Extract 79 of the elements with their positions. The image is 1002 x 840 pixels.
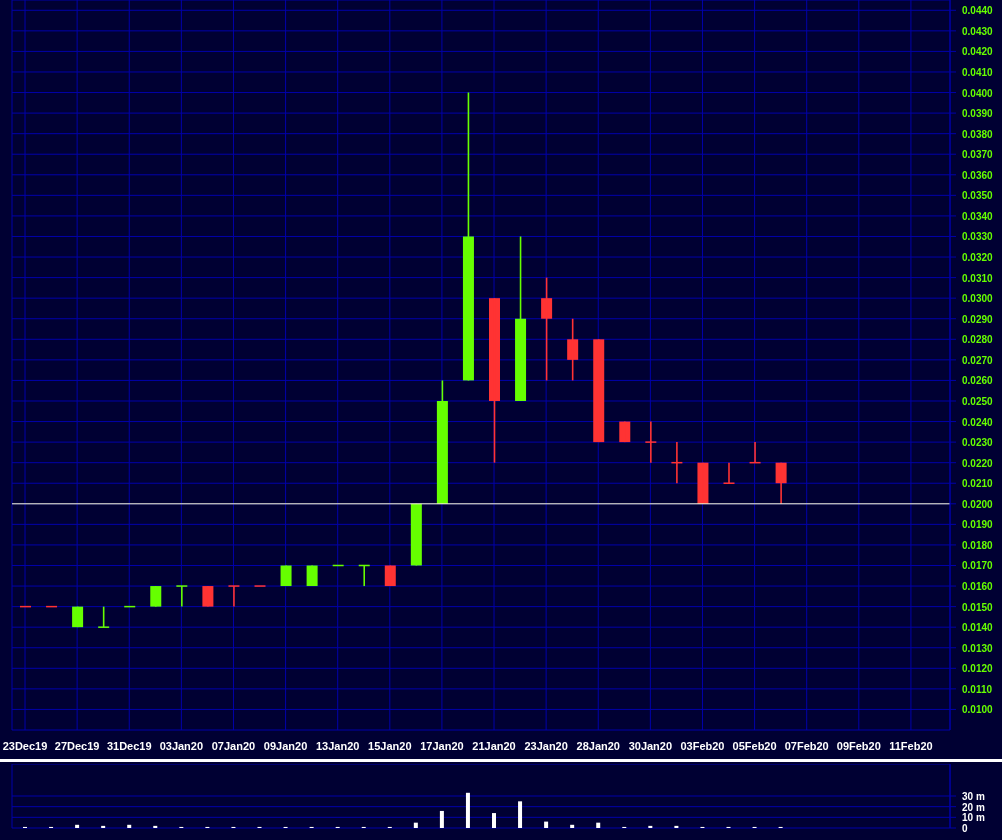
y-tick-label: 0.0160 [962,581,994,593]
bar [439,810,444,828]
y-tick-label: 30 m [962,791,985,802]
y-tick-label: 0.0350 [962,190,994,202]
x-tick-label: 15Jan20 [368,740,412,752]
y-tick-label: 0.0120 [962,663,994,675]
candlestick [645,420,657,464]
y-tick-label: 0.0420 [962,46,994,58]
candlestick [489,297,500,464]
candlestick [515,235,527,402]
candlestick [98,605,110,628]
x-tick-label: 23Jan20 [524,740,568,752]
candlestick [410,503,422,567]
y-tick-label: 0.0320 [962,252,994,264]
y-tick-label: 0.0140 [962,622,994,634]
y-tick-label: 0.0190 [962,519,994,531]
x-tick-label: 11Feb20 [889,740,933,752]
x-tick-label: 13Jan20 [315,740,360,752]
y-tick-label: 0.0380 [962,128,994,140]
y-tick-label: 0.0290 [962,313,994,325]
y-tick-label: 0.0240 [962,416,994,428]
x-tick-label: 27Dec19 [54,740,100,752]
y-tick-label: 0.0300 [962,293,994,305]
y-tick-label: 0.0270 [962,354,994,366]
bar [518,801,523,828]
y-tick-label: 0.0360 [962,169,994,181]
x-tick-label: 05Feb20 [732,740,777,752]
bar [492,813,496,828]
x-tick-label: 31Dec19 [106,740,152,752]
x-tick-label: 28Jan20 [576,740,620,752]
y-tick-label: 0.0340 [962,210,994,222]
y-tick-label: 0.0210 [962,478,994,490]
y-tick-label: 0 [962,823,968,834]
candlestick [723,461,735,485]
bar [465,792,470,828]
y-tick-label: 0.0400 [962,87,994,99]
y-tick-label: 0.0440 [962,5,994,17]
y-tick-label: 0.0280 [962,334,994,346]
bar [127,824,132,828]
x-tick-label: 09Feb20 [836,740,881,752]
y-tick-label: 0.0200 [962,498,994,510]
y-tick-label: 0.0100 [962,704,994,716]
bar [596,822,601,828]
bar [75,824,80,828]
y-tick-label: 0.0310 [962,272,994,284]
bar [570,824,575,828]
y-tick-label: 0.0180 [962,539,994,551]
y-tick-label: 0.0130 [962,642,994,654]
candlestick [541,276,553,382]
candlestick [462,91,474,382]
x-tick-label: 09Jan20 [263,740,308,752]
candlestick [228,585,240,608]
y-tick-label: 0.0220 [962,457,994,469]
x-tick-label: 03Feb20 [680,740,725,752]
x-tick-label: 07Feb20 [784,740,829,752]
y-tick-label: 0.0250 [962,395,994,407]
bar [544,821,549,828]
y-tick-label: 0.0230 [962,437,994,449]
y-tick-label: 20 m [962,801,985,813]
y-tick-label: 0.0410 [962,66,994,78]
candlestick [436,379,448,505]
y-tick-label: 0.0260 [962,375,994,387]
x-tick-label: 23Dec19 [2,740,48,752]
y-tick-label: 0.0430 [962,25,994,37]
y-tick-label: 0.0370 [962,149,994,161]
candlestick [176,585,188,608]
x-tick-label: 17Jan20 [420,740,464,752]
x-tick-label: 30Jan20 [628,740,673,752]
y-tick-label: 0.0170 [962,560,994,572]
x-tick-label: 03Jan20 [159,740,204,752]
y-tick-label: 0.0330 [962,231,994,243]
y-tick-label: 10 m [962,812,985,824]
y-tick-label: 0.0150 [962,601,994,613]
x-tick-label: 21Jan20 [472,740,516,752]
x-tick-label: 07Jan20 [211,740,256,752]
bar [413,822,418,828]
y-tick-label: 0.0110 [962,683,993,695]
candlestick [567,317,579,382]
y-tick-label: 0.0390 [962,108,994,120]
